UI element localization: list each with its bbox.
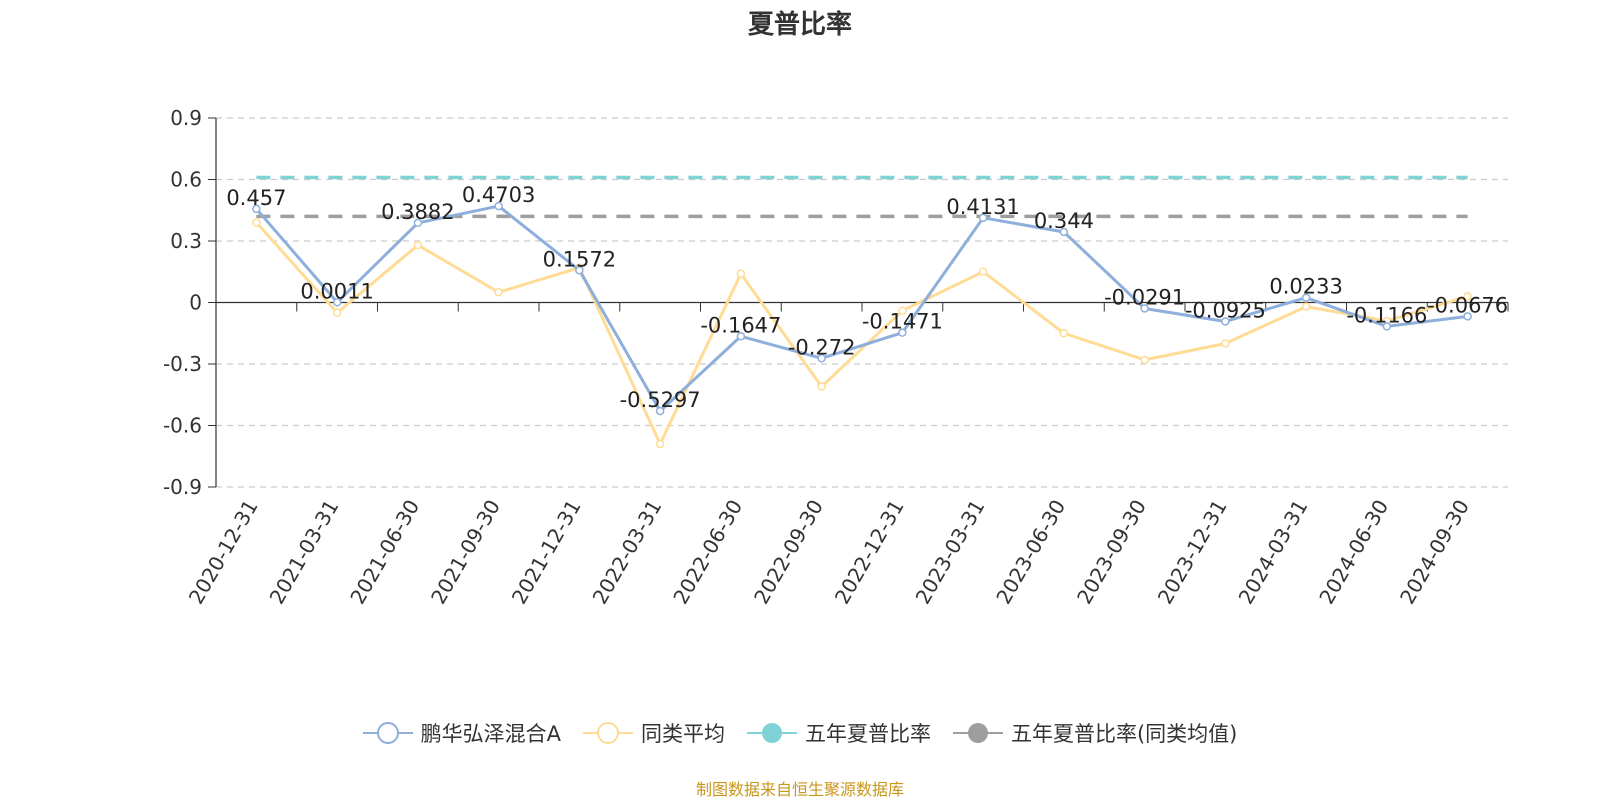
x-tick-label: 2023-03-31 bbox=[911, 496, 990, 609]
data-point bbox=[817, 382, 826, 391]
data-point bbox=[1382, 322, 1392, 331]
legend-label: 五年夏普比率 bbox=[804, 722, 931, 746]
data-point bbox=[1463, 312, 1472, 321]
legend-marker-icon bbox=[582, 722, 633, 744]
x-tick-label: 2023-12-31 bbox=[1153, 496, 1232, 609]
x-tick-label: 2023-09-30 bbox=[1072, 496, 1151, 609]
data-label: -0.1647 bbox=[700, 313, 781, 337]
data-label: -0.0291 bbox=[1104, 285, 1185, 309]
data-point bbox=[1059, 329, 1069, 338]
y-tick-label: 0 bbox=[189, 291, 202, 315]
data-point bbox=[1301, 302, 1311, 311]
x-tick-label: 2020-12-31 bbox=[184, 496, 263, 609]
legend-item[interactable]: 鹏华弘泽混合A bbox=[362, 718, 561, 748]
data-point bbox=[1463, 292, 1472, 301]
data-point bbox=[332, 298, 342, 307]
legend-label: 同类平均 bbox=[640, 722, 725, 746]
x-tick-label: 2022-03-31 bbox=[588, 496, 667, 609]
data-label: 0.0233 bbox=[1269, 275, 1342, 299]
data-label: -0.1166 bbox=[1346, 303, 1427, 327]
data-labels: 0.457 0.0011 0.3882 0.4703 0.1572 -0.5297 -0.1… bbox=[226, 183, 1508, 412]
data-label: 0.457 bbox=[226, 186, 286, 210]
legend-marker-icon bbox=[746, 723, 797, 743]
data-point bbox=[413, 240, 423, 250]
y-tick-label: 0.3 bbox=[170, 229, 202, 253]
legend-label: 鹏华弘泽混合A bbox=[420, 722, 561, 746]
data-label: 0.4703 bbox=[462, 183, 535, 207]
data-point bbox=[817, 354, 826, 363]
y-tick-label: -0.6 bbox=[163, 414, 202, 438]
data-point bbox=[413, 218, 423, 228]
x-tick-label: 2023-06-30 bbox=[991, 496, 1070, 609]
chart-title: 夏普比率 bbox=[747, 10, 852, 40]
data-label: -0.0676 bbox=[1427, 293, 1508, 317]
data-point bbox=[898, 306, 907, 315]
x-tick-label: 2021-03-31 bbox=[265, 496, 344, 609]
reference-lines bbox=[256, 175, 1468, 219]
legend-marker-icon bbox=[362, 722, 413, 744]
data-label: 0.0011 bbox=[300, 279, 373, 303]
data-label: 0.4131 bbox=[946, 195, 1019, 219]
legend-item[interactable]: 五年夏普比率 bbox=[746, 718, 931, 748]
legend-label: 五年夏普比率(同类均值) bbox=[1010, 722, 1238, 746]
data-label: -0.0925 bbox=[1185, 298, 1266, 322]
data-label: 0.3882 bbox=[381, 200, 454, 224]
data-label: -0.272 bbox=[788, 335, 856, 359]
data-point bbox=[898, 328, 907, 337]
x-tick-label: 2024-06-30 bbox=[1314, 496, 1393, 609]
legend-marker-icon bbox=[952, 723, 1003, 743]
x-tick-label: 2022-06-30 bbox=[668, 496, 747, 609]
series-line bbox=[255, 204, 1468, 413]
data-point bbox=[494, 201, 503, 211]
data-point bbox=[655, 406, 665, 416]
chart-legend: 鹏华弘泽混合A 同类平均 五年夏普比率 五年夏普比率(同类均值) bbox=[0, 718, 1600, 748]
series-lines bbox=[252, 201, 1472, 449]
data-point bbox=[1221, 317, 1230, 326]
y-tick-label: -0.3 bbox=[163, 352, 202, 376]
data-point bbox=[575, 266, 584, 275]
data-point bbox=[1140, 304, 1149, 313]
data-point bbox=[655, 439, 665, 449]
x-tick-label: 2021-12-31 bbox=[507, 496, 586, 609]
x-tick-label: 2022-09-30 bbox=[749, 496, 828, 609]
x-tick-label: 2022-12-31 bbox=[830, 496, 909, 609]
data-label: 0.1572 bbox=[543, 247, 616, 271]
legend-item[interactable]: 同类平均 bbox=[582, 718, 725, 748]
data-point bbox=[252, 218, 261, 227]
data-point bbox=[1301, 293, 1311, 302]
x-tick-label: 2021-06-30 bbox=[345, 496, 424, 609]
data-point bbox=[252, 204, 261, 214]
data-label: -0.5297 bbox=[620, 388, 701, 412]
data-point bbox=[978, 213, 988, 223]
data-point bbox=[494, 288, 503, 297]
data-point bbox=[1059, 227, 1069, 237]
data-label: 0.344 bbox=[1034, 209, 1094, 233]
legend-item[interactable]: 五年夏普比率(同类均值) bbox=[952, 718, 1238, 748]
data-label: -0.1471 bbox=[862, 310, 943, 334]
data-point bbox=[1221, 339, 1230, 348]
data-point bbox=[1140, 355, 1149, 365]
series-line bbox=[255, 221, 1469, 446]
x-tick-label: 2024-03-31 bbox=[1234, 496, 1313, 609]
source-note: 制图数据来自恒生聚源数据库 bbox=[695, 780, 904, 799]
x-tick-label: 2024-09-30 bbox=[1395, 496, 1474, 609]
x-tick-label: 2021-09-30 bbox=[426, 496, 505, 609]
data-point bbox=[978, 267, 988, 276]
y-tick-label: 0.9 bbox=[170, 106, 202, 130]
y-tick-label: 0.6 bbox=[170, 168, 202, 192]
data-point bbox=[736, 269, 746, 279]
data-point bbox=[332, 308, 342, 317]
y-tick-label: -0.9 bbox=[163, 475, 202, 499]
data-point bbox=[736, 332, 746, 341]
